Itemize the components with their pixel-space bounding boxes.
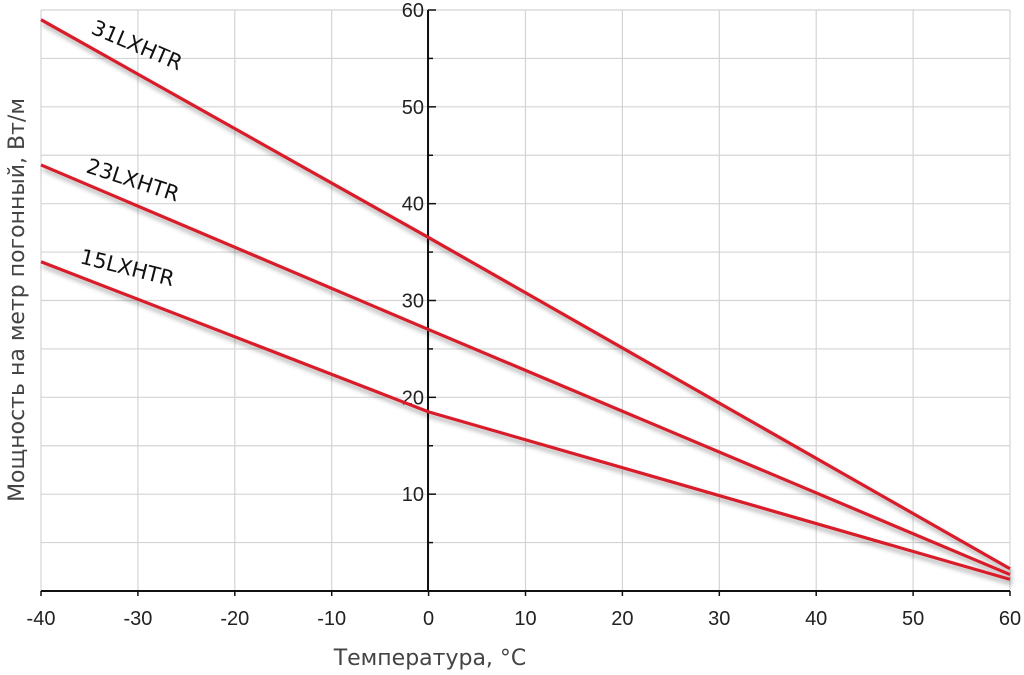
- series-line-3: [40, 260, 1011, 581]
- x-tick-label: -20: [220, 608, 249, 630]
- y-tick-label: 10: [402, 484, 424, 506]
- x-tick-label: 10: [514, 608, 536, 630]
- x-tick-label: -10: [317, 608, 346, 630]
- y-tick-label: 30: [402, 291, 424, 313]
- axes: [40, 9, 1011, 596]
- x-tick-label: -40: [27, 608, 56, 630]
- x-tick-labels: -40 -30 -20 -10 0 10 20 30 40 50 60: [27, 608, 1022, 630]
- x-tick-label: 0: [423, 608, 434, 630]
- series-line-2: [40, 163, 1011, 577]
- x-tick-label: 20: [611, 608, 633, 630]
- x-axis-title: Температура, °C: [333, 646, 527, 671]
- x-tick-label: 50: [902, 608, 924, 630]
- x-tick-label: 30: [708, 608, 730, 630]
- x-tick-label: -30: [123, 608, 152, 630]
- series-label-1: 31LXHTR: [88, 16, 186, 76]
- y-tick-label: 50: [402, 97, 424, 119]
- series-lines: [40, 18, 1011, 581]
- y-tick-label: 60: [402, 0, 424, 22]
- y-axis-title: Мощность на метр погонный, Вт/м: [5, 98, 30, 502]
- x-tick-label: 60: [999, 608, 1021, 630]
- series-line-1: [40, 18, 1011, 571]
- x-tick-label: 40: [805, 608, 827, 630]
- series-label-2: 23LXHTR: [83, 154, 182, 207]
- y-tick-label: 40: [402, 194, 424, 216]
- grid: [40, 9, 1011, 591]
